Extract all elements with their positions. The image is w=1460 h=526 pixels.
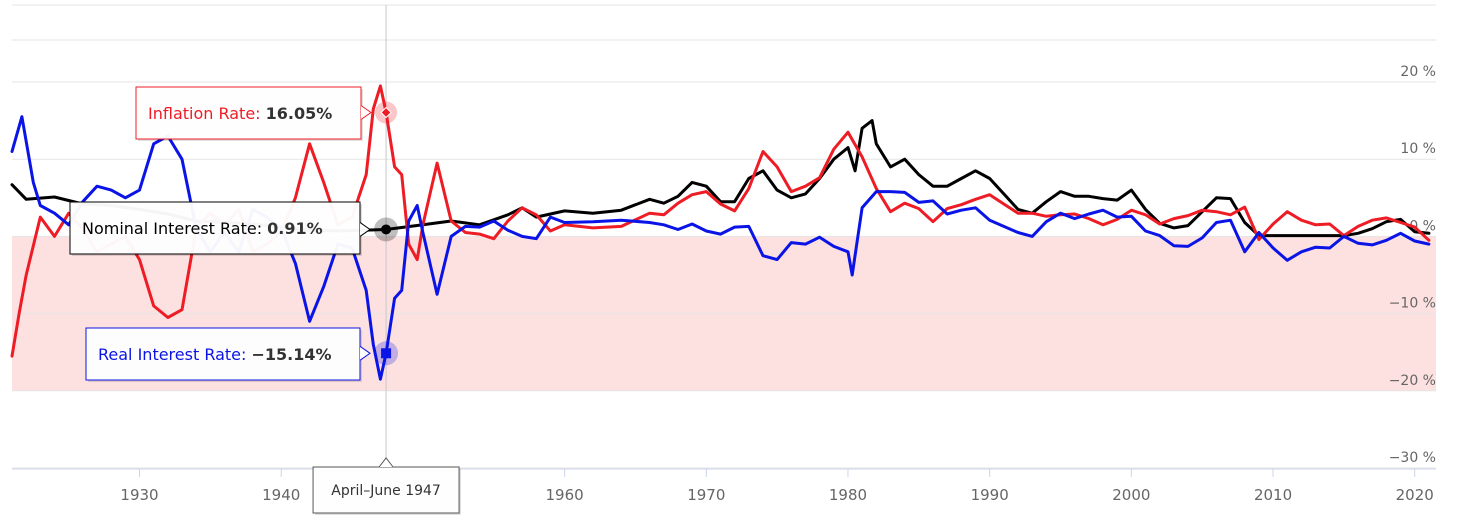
real-tooltip-value: −15.14% (251, 345, 331, 364)
x-axis: 1930 1940 1960 1970 1980 1990 2000 2010 2020 (12, 468, 1436, 504)
nominal-tooltip-pointer (359, 222, 371, 237)
real-marker (381, 348, 392, 359)
x-tick-label: 1990 (971, 486, 1009, 504)
period-tooltip-label: April–June 1947 (331, 483, 441, 499)
x-tick-label: 2000 (1112, 486, 1150, 504)
nominal-tooltip-label: Nominal Interest Rate: (82, 219, 267, 238)
y-tick-label: 0 % (1409, 218, 1436, 234)
x-tick-label: 1940 (262, 486, 300, 504)
y-tick-label: −20 % (1389, 373, 1436, 389)
x-tick-label: 2020 (1396, 486, 1434, 504)
x-tick-label: 1980 (829, 486, 867, 504)
inflation-tooltip: Inflation Rate: 16.05% (135, 86, 372, 141)
x-tick-label: 1960 (546, 486, 584, 504)
inflation-tooltip-text: Inflation Rate: 16.05% (148, 104, 332, 123)
real-tooltip-label: Real Interest Rate: (98, 345, 251, 364)
period-tooltip: April–June 1947 (312, 457, 462, 515)
inflation-tooltip-label: Inflation Rate: (148, 104, 266, 123)
y-tick-label: −30 % (1389, 450, 1436, 466)
x-tick-label: 2010 (1254, 486, 1292, 504)
hover-tooltips: Inflation Rate: 16.05% Nominal Interest R… (69, 86, 462, 515)
y-tick-label: 10 % (1400, 141, 1436, 157)
real-tooltip-pointer (359, 345, 371, 361)
inflation-marker (380, 106, 392, 119)
period-tooltip-box (312, 466, 460, 514)
real-tooltip: Real Interest Rate: −15.14% (85, 327, 371, 382)
real-tooltip-box (85, 327, 361, 381)
nominal-marker (381, 224, 392, 235)
inflation-tooltip-pointer (360, 105, 372, 120)
period-tooltip-pointer (378, 457, 394, 468)
nominal-tooltip-value: 0.91% (267, 219, 323, 238)
real-tooltip-text: Real Interest Rate: −15.14% (98, 345, 332, 364)
y-axis-ticks: 20 % 10 % 0 % −10 % −20 % −30 % (1389, 64, 1436, 466)
grid-lines (12, 4, 1436, 469)
nominal-tooltip: Nominal Interest Rate: 0.91% (69, 201, 371, 256)
nominal-tooltip-text: Nominal Interest Rate: 0.91% (82, 219, 323, 238)
x-tick-label: 1930 (120, 486, 158, 504)
nominal-tooltip-box (69, 201, 361, 255)
x-tick-label: 1970 (687, 486, 725, 504)
y-tick-label: −10 % (1389, 296, 1436, 312)
y-tick-label: 20 % (1400, 64, 1436, 80)
hover-markers (374, 101, 399, 366)
inflation-tooltip-value: 16.05% (266, 104, 333, 123)
